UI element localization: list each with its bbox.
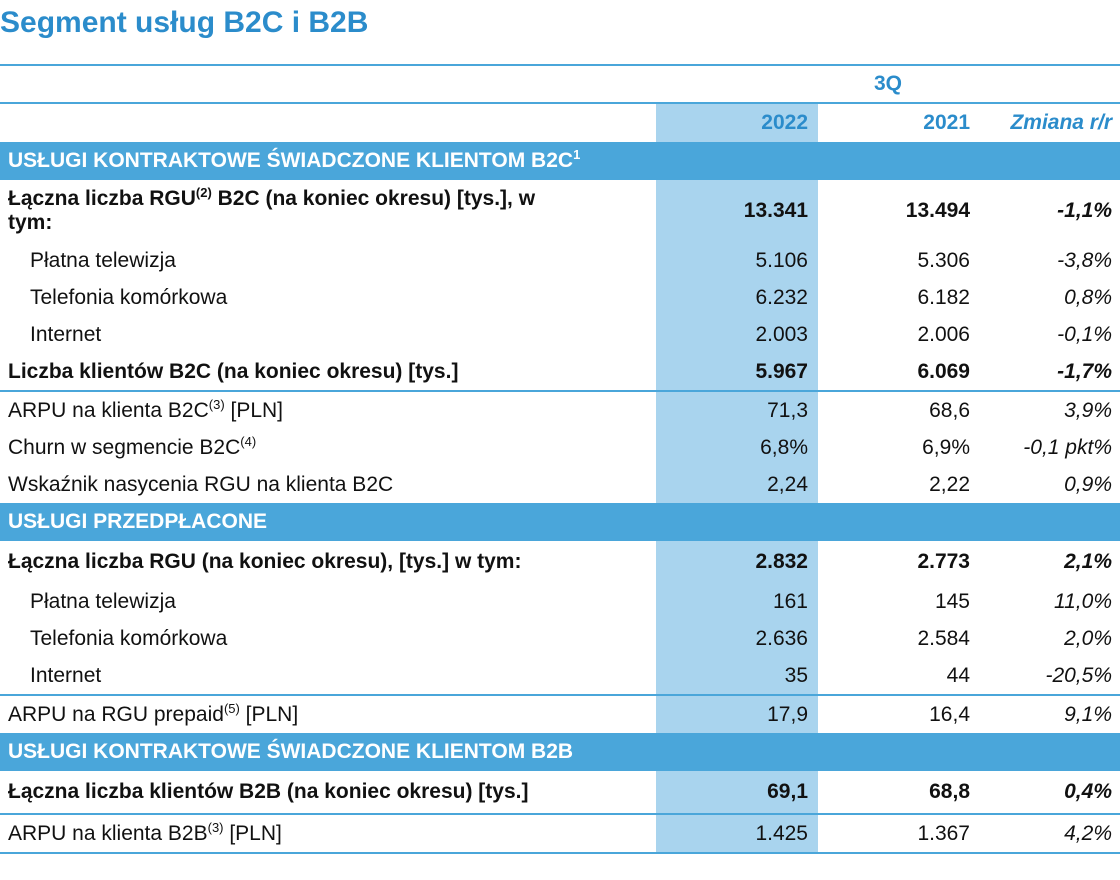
row-label: Łączna liczba klientów B2B (na koniec ok…: [8, 780, 529, 803]
section-title: USŁUGI KONTRAKTOWE ŚWIADCZONE KLIENTOM B…: [0, 733, 818, 771]
value-2022: 69,1: [656, 771, 818, 814]
value-change: 0,4%: [1064, 780, 1112, 803]
table-row: Internet 2.003 2.006 -0,1%: [0, 316, 1120, 353]
row-label: Łączna liczba RGU(2) B2C (na koniec okre…: [8, 185, 536, 234]
value-2021: 1.367: [818, 813, 980, 854]
value-2021: 2.006: [917, 322, 970, 346]
value-2022: 2.003: [656, 316, 818, 353]
value-change: -1,1%: [1057, 199, 1112, 222]
value-change: 3,9%: [980, 390, 1120, 429]
value-2022: 2,24: [656, 466, 818, 503]
value-2021: 6.182: [917, 285, 970, 309]
table-row: Internet 35 44 -20,5%: [0, 657, 1120, 695]
value-change: 2,1%: [1064, 550, 1112, 573]
table-row: Łączna liczba RGU (na koniec okresu), [t…: [0, 541, 1120, 583]
section-header: USŁUGI KONTRAKTOWE ŚWIADCZONE KLIENTOM B…: [0, 733, 1120, 771]
value-2021: 13.494: [905, 199, 970, 222]
row-label: ARPU na klienta B2B(3) [PLN]: [0, 813, 656, 854]
table-row: ARPU na klienta B2B(3) [PLN] 1.425 1.367…: [0, 813, 1120, 854]
table-row: Liczba klientów B2C (na koniec okresu) […: [0, 353, 1120, 391]
table-row: ARPU na RGU prepaid(5) [PLN] 17,9 16,4 9…: [0, 694, 1120, 733]
value-2021: 5.306: [917, 248, 970, 272]
value-2022: 2.636: [656, 620, 818, 657]
value-change: 0,9%: [1064, 472, 1112, 496]
page-title: Segment usług B2C i B2B: [0, 6, 369, 39]
value-2022: 5.967: [656, 353, 818, 391]
value-2021: 68,8: [929, 780, 970, 803]
value-change: -3,8%: [1057, 248, 1112, 272]
value-change: 9,1%: [980, 694, 1120, 733]
row-label: Wskaźnik nasycenia RGU na klienta B2C: [8, 472, 394, 496]
value-2022: 5.106: [656, 242, 818, 279]
table-row: Płatna telewizja 5.106 5.306 -3,8%: [0, 242, 1120, 279]
value-2021: 44: [946, 663, 970, 687]
value-2022: 1.425: [656, 813, 818, 854]
value-change: -20,5%: [1045, 663, 1112, 687]
row-label: ARPU na RGU prepaid(5) [PLN]: [0, 694, 656, 733]
section-header: USŁUGI PRZEDPŁACONE: [0, 503, 1120, 541]
section-title: USŁUGI KONTRAKTOWE ŚWIADCZONE KLIENTOM B…: [8, 149, 574, 172]
value-2021: 2,22: [929, 472, 970, 496]
value-2021: 145: [934, 589, 970, 613]
row-label: Płatna telewizja: [30, 248, 176, 272]
value-change: 0,8%: [1064, 285, 1112, 309]
kpi-table: 3Q 2022 2021 Zmiana r/r USŁUGI KONTRAKTO…: [0, 64, 1120, 854]
col-header-2022: 2022: [656, 102, 818, 142]
row-label: Liczba klientów B2C (na koniec okresu) […: [8, 359, 459, 383]
table-row: Łączna liczba klientów B2B (na koniec ok…: [0, 771, 1120, 814]
row-label: Telefonia komórkowa: [30, 285, 228, 309]
table-row: Łączna liczba RGU(2) B2C (na koniec okre…: [0, 180, 1120, 242]
row-label: Churn w segmencie B2C(4): [8, 433, 257, 459]
value-2022: 161: [656, 583, 818, 620]
col-header-2021: 2021: [818, 102, 980, 142]
row-label: Telefonia komórkowa: [30, 626, 228, 650]
value-2021: 2.773: [917, 550, 970, 573]
value-change: -1,7%: [1057, 359, 1112, 383]
period-label: 3Q: [656, 64, 1120, 103]
section-footnote: 1: [573, 147, 581, 162]
value-change: 11,0%: [1054, 589, 1112, 613]
row-label: Internet: [30, 322, 102, 346]
table-row: ARPU na klienta B2C(3) [PLN] 71,3 68,6 3…: [0, 390, 1120, 429]
value-2022: 2.832: [656, 541, 818, 583]
table-row: Telefonia komórkowa 6.232 6.182 0,8%: [0, 279, 1120, 316]
table-row: Wskaźnik nasycenia RGU na klienta B2C 2,…: [0, 466, 1120, 503]
row-label: ARPU na klienta B2C(3) [PLN]: [0, 390, 656, 429]
section-title: USŁUGI PRZEDPŁACONE: [0, 503, 818, 541]
row-label: Łączna liczba RGU (na koniec okresu), [t…: [8, 550, 522, 573]
value-2021: 16,4: [818, 694, 980, 733]
value-change: -0,1 pkt%: [1023, 435, 1112, 459]
row-label: Internet: [30, 663, 102, 687]
value-change: 2,0%: [1064, 626, 1112, 650]
section-header: USŁUGI KONTRAKTOWE ŚWIADCZONE KLIENTOM B…: [0, 142, 1120, 180]
value-2021: 6,9%: [922, 435, 970, 459]
table-row: Płatna telewizja 161 145 11,0%: [0, 583, 1120, 620]
value-2021: 2.584: [917, 626, 970, 650]
col-header-change: Zmiana r/r: [980, 102, 1120, 142]
value-2022: 13.341: [656, 180, 818, 242]
value-2022: 6,8%: [656, 429, 818, 466]
column-header-row: 2022 2021 Zmiana r/r: [0, 102, 1120, 142]
period-header-row: 3Q: [0, 64, 1120, 103]
value-2021: 6.069: [917, 359, 970, 383]
value-2022: 71,3: [656, 390, 818, 429]
table-row: Telefonia komórkowa 2.636 2.584 2,0%: [0, 620, 1120, 657]
value-2022: 6.232: [656, 279, 818, 316]
table-row: Churn w segmencie B2C(4) 6,8% 6,9% -0,1 …: [0, 429, 1120, 466]
row-label: Płatna telewizja: [30, 589, 176, 613]
value-2022: 17,9: [656, 694, 818, 733]
value-change: -0,1%: [1057, 322, 1112, 346]
value-2022: 35: [656, 657, 818, 695]
value-2021: 68,6: [818, 390, 980, 429]
value-change: 4,2%: [980, 813, 1120, 854]
